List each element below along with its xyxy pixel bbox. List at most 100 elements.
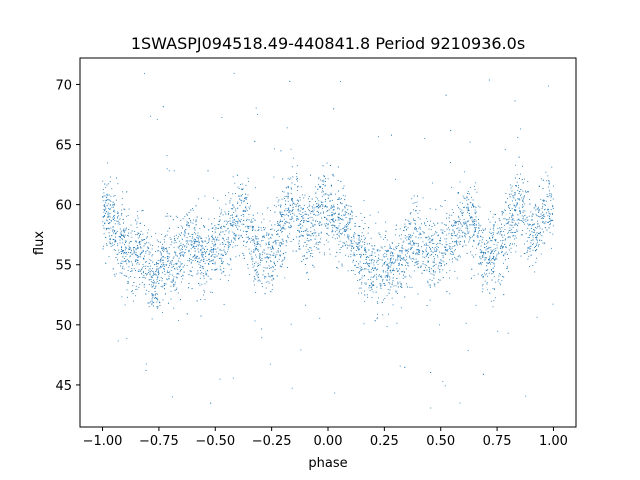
data-point <box>139 253 141 255</box>
data-point <box>112 229 114 231</box>
data-point <box>189 258 190 260</box>
data-point <box>484 280 486 282</box>
data-point <box>151 304 153 306</box>
data-point <box>199 277 201 279</box>
data-point <box>171 241 173 243</box>
data-point <box>143 255 145 257</box>
data-point <box>188 287 190 289</box>
data-point <box>105 195 107 197</box>
data-point <box>428 241 430 243</box>
data-point <box>547 208 549 210</box>
data-point <box>451 186 453 188</box>
data-point <box>232 217 234 219</box>
data-point <box>455 241 457 243</box>
data-point <box>199 245 201 247</box>
data-point <box>491 251 493 252</box>
data-point <box>168 256 170 258</box>
data-point <box>104 210 105 211</box>
data-point <box>152 294 154 296</box>
data-point <box>269 246 271 248</box>
data-point <box>376 261 378 263</box>
data-point <box>338 225 340 227</box>
data-point <box>161 248 162 249</box>
data-point <box>528 246 530 248</box>
data-point <box>159 302 161 304</box>
data-point <box>550 193 552 195</box>
data-point <box>197 232 199 234</box>
data-point <box>440 229 442 231</box>
data-point <box>181 269 182 271</box>
data-point <box>225 213 227 215</box>
data-point <box>389 277 391 279</box>
data-point <box>423 232 425 234</box>
data-point <box>323 216 325 218</box>
data-point <box>496 233 498 235</box>
data-point <box>143 276 145 278</box>
data-point <box>212 248 214 250</box>
data-point <box>294 184 296 186</box>
data-point <box>449 259 451 261</box>
data-point <box>240 219 242 220</box>
data-point <box>408 248 410 250</box>
data-point <box>200 315 202 317</box>
data-point <box>162 248 164 250</box>
data-point <box>411 240 413 242</box>
data-point <box>497 280 499 282</box>
data-point <box>346 225 348 227</box>
data-point <box>156 298 158 300</box>
data-point <box>217 224 219 225</box>
data-point <box>348 205 350 207</box>
data-point <box>471 254 473 256</box>
data-point <box>270 260 271 262</box>
data-point <box>535 209 537 211</box>
data-point <box>272 254 274 256</box>
data-point <box>368 249 370 251</box>
data-point <box>151 295 153 297</box>
data-point <box>203 261 205 262</box>
data-point <box>229 224 231 226</box>
data-point <box>446 250 448 252</box>
data-point <box>224 275 226 276</box>
data-point <box>357 280 358 281</box>
data-point <box>500 284 502 286</box>
data-point <box>542 221 543 223</box>
data-point <box>326 233 327 234</box>
data-point <box>157 307 159 309</box>
data-point <box>437 256 439 258</box>
data-point <box>228 242 230 243</box>
data-point <box>306 244 308 245</box>
data-point <box>252 263 254 265</box>
data-point <box>397 286 399 288</box>
data-point <box>149 252 151 254</box>
data-point <box>188 243 189 245</box>
data-point <box>225 220 227 222</box>
data-point <box>500 244 502 246</box>
data-point <box>210 260 212 262</box>
data-point <box>395 285 397 287</box>
data-point <box>194 232 195 234</box>
data-point <box>259 256 261 258</box>
data-point <box>155 271 157 273</box>
data-point <box>255 236 257 238</box>
data-point <box>151 297 153 299</box>
data-point <box>172 274 173 276</box>
data-point <box>156 119 158 121</box>
data-point <box>165 247 167 249</box>
data-point <box>482 255 484 257</box>
data-point <box>417 212 419 214</box>
data-point <box>344 225 346 227</box>
data-point <box>302 208 304 210</box>
data-point <box>192 208 193 209</box>
data-point <box>265 287 267 289</box>
data-point <box>198 241 200 243</box>
data-point <box>433 248 435 250</box>
data-point <box>515 185 517 187</box>
data-point <box>411 244 413 246</box>
data-point <box>309 247 311 248</box>
data-point <box>525 218 527 220</box>
data-point <box>530 219 532 221</box>
data-point <box>475 228 476 230</box>
data-point <box>285 245 287 247</box>
data-point <box>122 256 124 258</box>
data-point <box>187 214 189 216</box>
